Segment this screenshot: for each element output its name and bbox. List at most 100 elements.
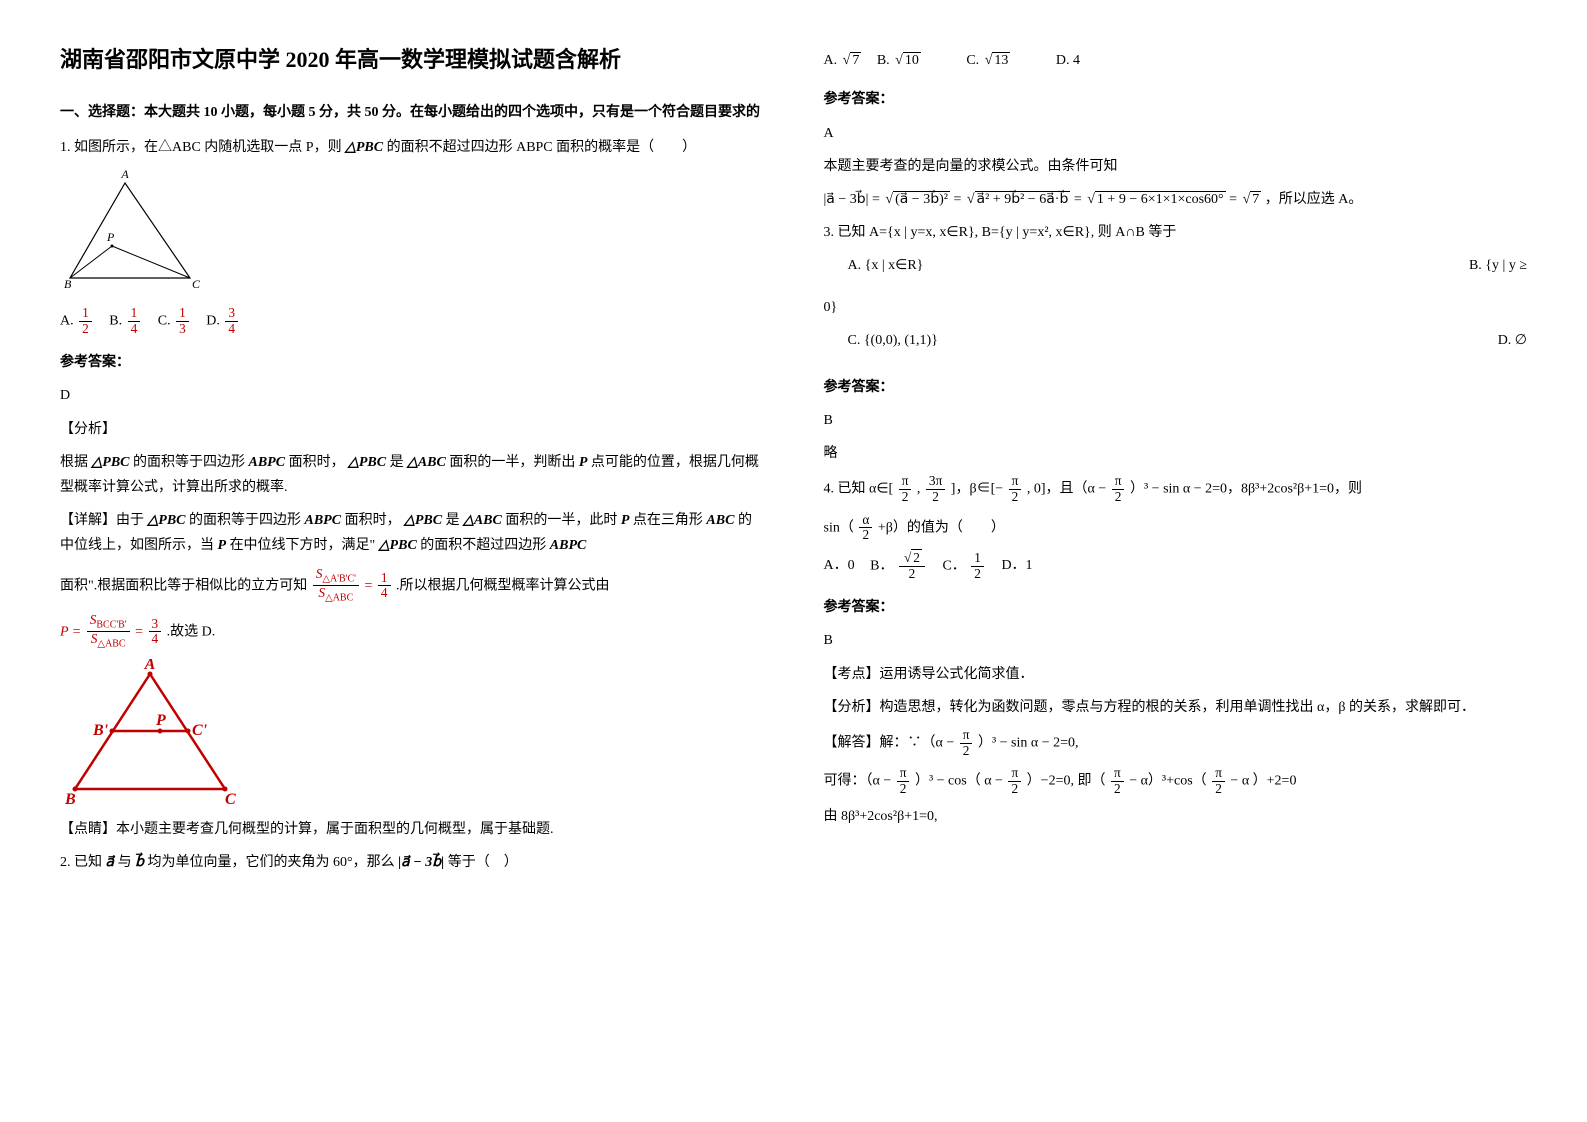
- q4-j1d: 2: [960, 744, 973, 759]
- q3-C: C. {(0,0), (1,1)}: [848, 333, 938, 348]
- q4-j2n: π: [897, 766, 910, 782]
- q2-stem: 2. 已知 a⃗ 与 b⃗ 均为单位向量，它们的夹角为 60°，那么 |a⃗ −…: [60, 850, 764, 875]
- q1-D-num: 3: [225, 306, 238, 322]
- q4-jd2d: − α）³+cos（: [1129, 774, 1207, 789]
- q1-d1-pbc3: △PBC: [379, 538, 417, 553]
- q4-c1: ,: [917, 482, 924, 497]
- q4-jdl: 【解答】解：∵（α −: [824, 735, 955, 750]
- q2-C: C.: [966, 53, 979, 68]
- q4-jd2c: ）−2=0, 即（: [1027, 774, 1106, 789]
- q2-expl-1: 本题主要考查的是向量的求模公式。由条件可知: [824, 154, 1528, 179]
- q4-j4d: 2: [1111, 782, 1124, 797]
- q4-j5n: π: [1212, 766, 1225, 782]
- q3-B2: 0}: [824, 295, 1528, 320]
- q2-vec-a: a⃗: [106, 855, 115, 870]
- q4-jd-3: 由 8β³+2cos²β+1=0,: [824, 804, 1528, 829]
- q4-jd2b: ）³ − cos（: [915, 774, 981, 789]
- q1-figure-triangle-2: A B C B' P C': [60, 659, 250, 809]
- q2-ee-1: |a⃗ − 3b⃗| =: [824, 192, 884, 207]
- q4-B: B．: [870, 558, 893, 573]
- q1-P-r-den: 4: [149, 632, 162, 647]
- q1-options: A. 12 B. 14 C. 13 D. 34: [60, 306, 764, 336]
- q1-a1-pbc2: △PBC: [348, 455, 386, 470]
- q4-stem: 4. 已知 α∈[ π2 , 3π2 ]，β∈[− π2 , 0]，且（α − …: [824, 474, 1528, 504]
- q4-j2d: 2: [897, 782, 910, 797]
- q1-pbc: △PBC: [345, 140, 383, 155]
- q2-a: 2. 已知: [60, 855, 102, 870]
- q4-j3d: 2: [1008, 782, 1021, 797]
- q1-stem-a: 1. 如图所示，在△ABC 内随机选取一点 P，则: [60, 140, 342, 155]
- q4-f4d: 2: [1112, 490, 1125, 505]
- fig2-P: P: [155, 712, 166, 729]
- q1-B-num: 1: [128, 306, 141, 322]
- q1-d1e: 面积的一半，此时: [505, 513, 617, 528]
- q4-C: C．: [942, 558, 965, 573]
- q1-d3: .故选 D.: [167, 624, 216, 639]
- q4-D: D．1: [1001, 553, 1032, 578]
- q1-C-den: 3: [176, 322, 189, 337]
- q2-rad3: 1 + 9 − 6×1×1×cos60°: [1095, 191, 1226, 207]
- q1-opt-C-label: C.: [158, 313, 171, 328]
- q1-P-bot-sub: △ABC: [97, 639, 125, 650]
- q3-ans-label: 参考答案：: [824, 375, 1528, 400]
- q4-f4n: π: [1112, 474, 1125, 490]
- q2-ee-4: =: [1229, 192, 1240, 207]
- fig2-B: B: [64, 791, 76, 808]
- q1-d1c: 面积时，: [345, 513, 401, 528]
- q4-ans-label: 参考答案：: [824, 595, 1528, 620]
- q1-answer: D: [60, 383, 764, 408]
- q2-options: A. 7 B. 10 C. 13 D. 4: [824, 48, 1528, 73]
- q4-sd: ）³ − sin α − 2=0，8β³+2cos²β+1=0，则: [1130, 482, 1362, 497]
- page-title: 湖南省邵阳市文原中学 2020 年高一数学理模拟试题含解析: [60, 40, 764, 80]
- q1-d1h: 在中位线下方时，满足": [230, 538, 376, 553]
- q1-a1d: 是: [390, 455, 404, 470]
- q4-f1d: 2: [899, 490, 912, 505]
- q4-stem-2: sin（ α2 +β）的值为（ ）: [824, 513, 1528, 543]
- q1-d1f: 点在三角形: [633, 513, 703, 528]
- q4-f2n: 3π: [926, 474, 945, 490]
- q1-detail-3: P = SBCC'B' S△ABC = 34 .故选 D.: [60, 613, 764, 651]
- q2-rad4: 7: [1250, 191, 1261, 207]
- q4-fx: 【分析】构造思想，转化为函数问题，零点与方程的根的关系，利用单调性找出 α，β …: [824, 695, 1528, 720]
- fig2-C: C: [225, 791, 236, 808]
- q4-jd2a: 可得：（α −: [824, 774, 892, 789]
- q1-point: 【点睛】本小题主要考查几何概型的计算，属于面积型的几何概型，属于基础题.: [60, 817, 764, 842]
- q2-ans: A: [824, 121, 1528, 146]
- q1-B-den: 4: [128, 322, 141, 337]
- q1-C-num: 1: [176, 306, 189, 322]
- section-1-heading: 一、选择题：本大题共 10 小题，每小题 5 分，共 50 分。在每小题给出的四…: [60, 100, 764, 125]
- q2-expl-expr: |a⃗ − 3b⃗| = (a⃗ − 3b⃗)² = a⃗² + 9b⃗² − …: [824, 187, 1528, 212]
- q1-a1b: 的面积等于四边形: [133, 455, 245, 470]
- fig2-Cp: C': [192, 722, 208, 739]
- q4-jd1: ）³ − sin α − 2=0,: [978, 735, 1079, 750]
- q3-D: D. ∅: [1498, 328, 1527, 353]
- q4-f1n: π: [899, 474, 912, 490]
- q2-b: 与: [118, 855, 132, 870]
- q1-d1b: 的面积等于四边形: [189, 513, 301, 528]
- q2-d: 等于（ ）: [448, 855, 518, 870]
- q4-B-den: 2: [899, 567, 925, 582]
- q4-f3d: 2: [1009, 490, 1022, 505]
- q4-options: A．0 B． 22 C． 12 D．1: [824, 551, 1528, 581]
- q1-a1-dabc: △ABC: [407, 455, 446, 470]
- q1-d1a: 【详解】由于: [60, 513, 144, 528]
- q4-f5n: α: [859, 513, 872, 529]
- q2-expr: |a⃗ − 3b⃗|: [398, 855, 444, 870]
- fig1-label-C: C: [192, 277, 201, 291]
- q4-jd-1: 【解答】解：∵（α − π2 ）³ − sin α − 2=0,: [824, 728, 1528, 758]
- q1-a1-abpc: ABPC: [249, 455, 286, 470]
- q1-d1-abpc2: ABPC: [550, 538, 587, 553]
- fig1-label-A: A: [120, 168, 129, 181]
- q2-A: A.: [824, 53, 838, 68]
- q4-am1: α −: [984, 774, 1003, 789]
- q1-d2b: .所以根据几何概型概率计算公式由: [396, 578, 610, 593]
- q3-A: A. {x | x∈R}: [848, 258, 924, 273]
- q4-j3n: π: [1008, 766, 1021, 782]
- q4-sf: +β）的值为（ ）: [878, 520, 1005, 535]
- q1-d1i: 的面积不超过四边形: [420, 538, 546, 553]
- q4-se: sin（: [824, 520, 854, 535]
- q3-stem: 3. 已知 A={x | y=x, x∈R}, B={y | y=x², x∈R…: [824, 220, 1528, 245]
- q1-a1-P: P: [579, 455, 588, 470]
- q1-P-r-num: 3: [149, 617, 162, 633]
- q4-jd2e: ）+2=0: [1253, 774, 1297, 789]
